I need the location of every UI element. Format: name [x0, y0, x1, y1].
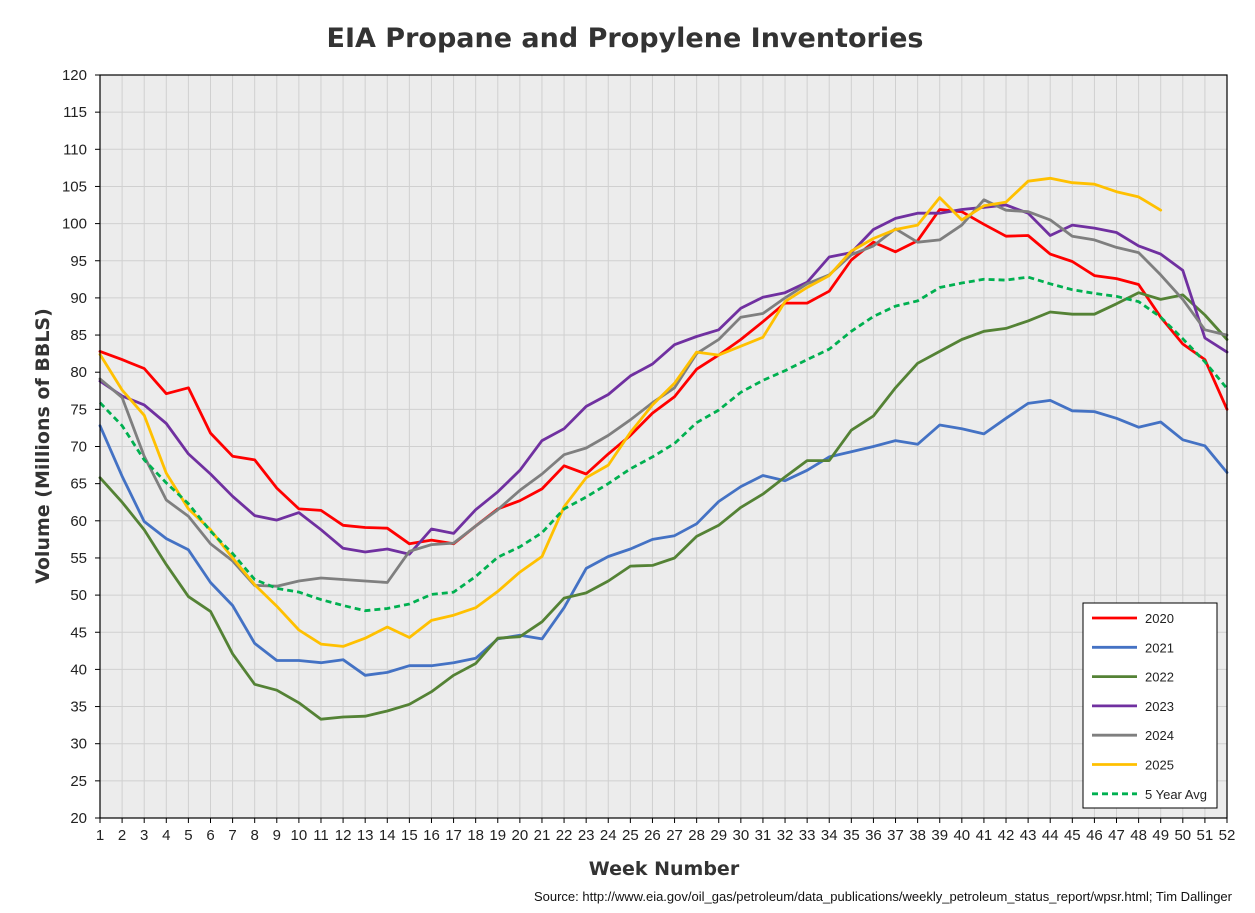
y-tick-label: 100 — [62, 216, 87, 233]
x-tick-label: 45 — [1064, 827, 1081, 844]
x-tick-label: 14 — [379, 827, 396, 844]
legend-label: 2024 — [1145, 728, 1174, 743]
y-tick-label: 50 — [70, 587, 87, 604]
series-line-5-year-avg — [98, 275, 1229, 613]
x-tick-label: 6 — [206, 827, 214, 844]
x-tick-label: 38 — [909, 827, 926, 844]
y-tick-label: 80 — [70, 364, 87, 381]
legend-label: 2020 — [1145, 611, 1174, 626]
series-line-2023 — [98, 203, 1229, 556]
y-tick-label: 120 — [62, 67, 87, 84]
x-tick-label: 1 — [96, 827, 104, 844]
series-line-2022 — [98, 291, 1229, 721]
x-tick-label: 18 — [467, 827, 484, 844]
legend-label: 2025 — [1145, 758, 1174, 773]
series-layer — [98, 176, 1229, 721]
x-tick-label: 40 — [953, 827, 970, 844]
x-tick-label: 20 — [512, 827, 529, 844]
x-tick-label: 22 — [556, 827, 573, 844]
legend-label: 2022 — [1145, 670, 1174, 685]
series-line-2020 — [98, 208, 1229, 546]
y-tick-label: 30 — [70, 736, 87, 753]
x-tick-label: 43 — [1020, 827, 1037, 844]
y-tick-label: 115 — [63, 104, 87, 121]
x-tick-label: 8 — [251, 827, 259, 844]
legend-label: 2023 — [1145, 699, 1174, 714]
series-line-2025 — [98, 176, 1163, 648]
x-tick-label: 19 — [489, 827, 506, 844]
x-tick-label: 10 — [291, 827, 308, 844]
x-tick-label: 47 — [1108, 827, 1125, 844]
y-tick-label: 55 — [70, 550, 87, 567]
x-tick-label: 46 — [1086, 827, 1103, 844]
x-tick-label: 25 — [622, 827, 639, 844]
y-tick-label: 60 — [70, 513, 87, 530]
x-tick-label: 31 — [755, 827, 772, 844]
x-tick-label: 52 — [1219, 827, 1236, 844]
y-tick-label: 20 — [70, 810, 87, 827]
y-tick-label: 65 — [70, 476, 87, 493]
x-tick-label: 9 — [273, 827, 281, 844]
y-tick-label: 40 — [70, 661, 87, 678]
legend-label: 2021 — [1145, 640, 1174, 655]
x-tick-label: 16 — [423, 827, 440, 844]
x-tick-label: 48 — [1130, 827, 1147, 844]
series-line-2021 — [98, 398, 1229, 677]
x-tick-label: 4 — [162, 827, 170, 844]
x-tick-label: 3 — [140, 827, 148, 844]
y-tick-label: 90 — [70, 290, 87, 307]
x-tick-label: 30 — [732, 827, 749, 844]
x-tick-label: 13 — [357, 827, 374, 844]
x-tick-label: 23 — [578, 827, 595, 844]
legend-label: 5 Year Avg — [1145, 787, 1207, 802]
gridlines — [100, 75, 1227, 818]
legend-box — [1082, 602, 1218, 809]
y-tick-label: 35 — [70, 699, 87, 716]
x-tick-label: 41 — [976, 827, 993, 844]
x-tick-label: 27 — [666, 827, 683, 844]
y-tick-label: 105 — [62, 178, 87, 195]
y-tick-label: 95 — [70, 253, 87, 270]
legend: 2020 2021 2022 2023 2024 2025 5 Year Avg — [1082, 602, 1218, 809]
x-tick-label: 17 — [445, 827, 462, 844]
y-tick-label: 45 — [70, 624, 87, 641]
x-tick-label: 37 — [887, 827, 904, 844]
y-tick-label: 85 — [70, 327, 87, 344]
x-tick-label: 24 — [600, 827, 617, 844]
plot-border — [99, 74, 1228, 819]
x-tick-label: 49 — [1152, 827, 1169, 844]
x-tick-label: 42 — [998, 827, 1015, 844]
x-tick-label: 5 — [184, 827, 192, 844]
y-tick-label: 75 — [70, 401, 87, 418]
x-axis-tick-labels: 1 2 3 4 5 6 7 8 9 10 11 12 13 14 15 16 17 18 19 20 21 22 23 24 2… — [96, 818, 1236, 844]
x-tick-label: 15 — [401, 827, 418, 844]
y-tick-label: 70 — [70, 439, 87, 456]
x-tick-label: 51 — [1197, 827, 1214, 844]
x-tick-label: 44 — [1042, 827, 1059, 844]
x-tick-label: 35 — [843, 827, 860, 844]
source-note: Source: http://www.eia.gov/oil_gas/petro… — [534, 889, 1233, 904]
x-tick-label: 11 — [313, 827, 329, 844]
x-tick-label: 28 — [688, 827, 705, 844]
y-axis-tick-labels: 20 25 30 35 40 45 50 55 60 65 70 75 80 85 90 95 100 105 11… — [62, 67, 100, 827]
x-tick-label: 33 — [799, 827, 816, 844]
y-tick-label: 25 — [70, 773, 87, 790]
x-tick-label: 39 — [931, 827, 948, 844]
y-tick-label: 110 — [63, 141, 87, 158]
x-axis-title: Week Number — [589, 858, 740, 880]
x-tick-label: 12 — [335, 827, 352, 844]
x-tick-label: 21 — [534, 827, 551, 844]
y-axis-title: Volume (Millions of BBLS) — [32, 308, 54, 584]
x-tick-label: 29 — [710, 827, 727, 844]
x-tick-label: 50 — [1174, 827, 1191, 844]
x-tick-label: 26 — [644, 827, 661, 844]
chart-title: EIA Propane and Propylene Inventories — [327, 23, 924, 54]
x-tick-label: 7 — [228, 827, 236, 844]
x-tick-label: 32 — [777, 827, 794, 844]
x-tick-label: 2 — [118, 827, 126, 844]
x-tick-label: 36 — [865, 827, 882, 844]
x-tick-label: 34 — [821, 827, 838, 844]
